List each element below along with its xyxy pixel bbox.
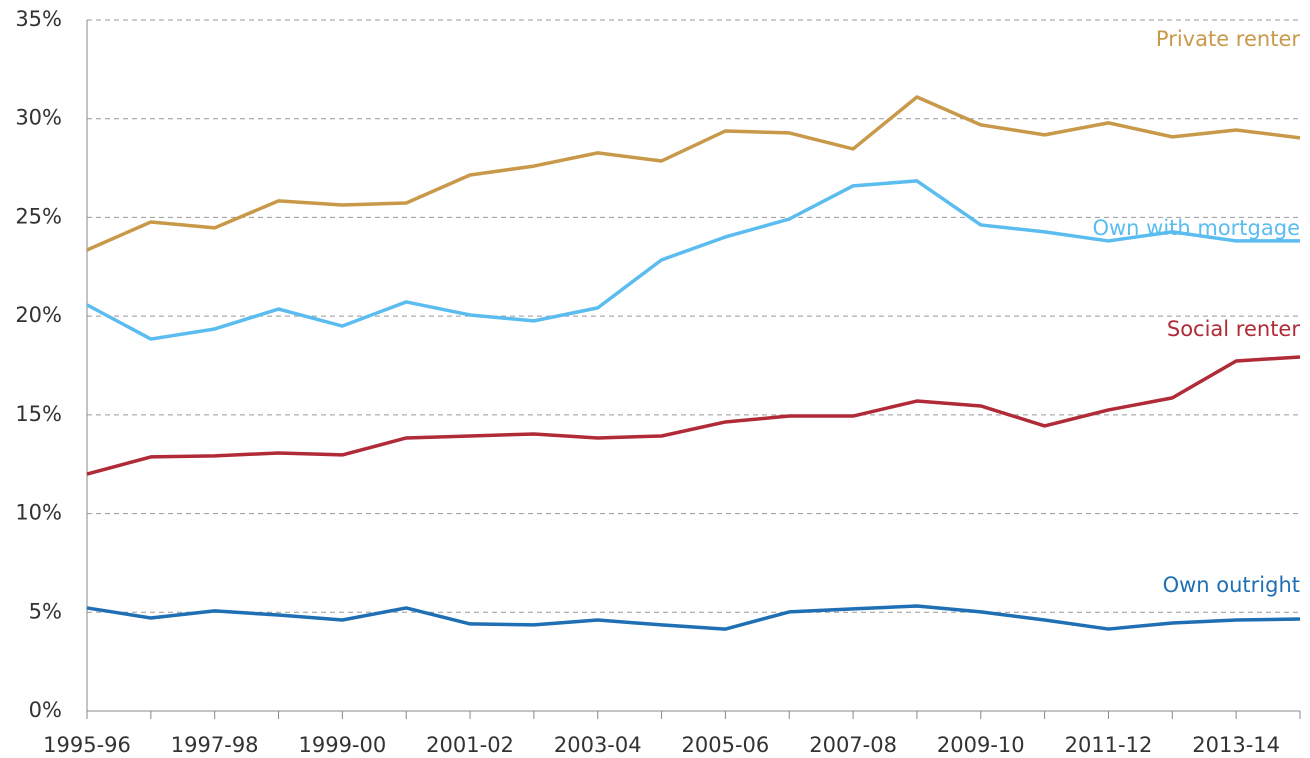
x-tick-label: 2005-06 <box>682 733 770 757</box>
x-tick-label: 2003-04 <box>554 733 642 757</box>
y-tick-label: 35% <box>15 7 62 31</box>
series-line <box>86 179 1300 341</box>
series-label: Own outright <box>1163 573 1300 597</box>
x-tick-label: 2001-02 <box>426 733 514 757</box>
x-tick-label: 2007-08 <box>809 733 897 757</box>
series-line <box>86 355 1301 476</box>
y-tick-label: 20% <box>15 303 62 327</box>
x-tick-label: 2009-10 <box>937 733 1025 757</box>
y-tick-label: 30% <box>15 106 62 130</box>
x-tick-label: 2011-12 <box>1065 733 1153 757</box>
x-tick-label: 1999-00 <box>298 733 386 757</box>
x-tick-label: 1997-98 <box>171 733 259 757</box>
series-label: Private renter <box>1156 27 1300 51</box>
x-tick-label: 1995-96 <box>43 733 131 757</box>
y-tick-label: 10% <box>15 501 62 525</box>
series-label: Social renter <box>1167 317 1300 341</box>
y-tick-label: 15% <box>15 402 62 426</box>
y-tick-label: 25% <box>15 204 62 228</box>
series-line <box>86 95 1301 252</box>
y-tick-label: 0% <box>29 698 62 722</box>
x-tick-label: 2013-14 <box>1192 733 1280 757</box>
series-label: Own with mortgage <box>1092 216 1300 240</box>
series-line <box>86 604 1301 631</box>
y-tick-label: 5% <box>29 599 62 623</box>
